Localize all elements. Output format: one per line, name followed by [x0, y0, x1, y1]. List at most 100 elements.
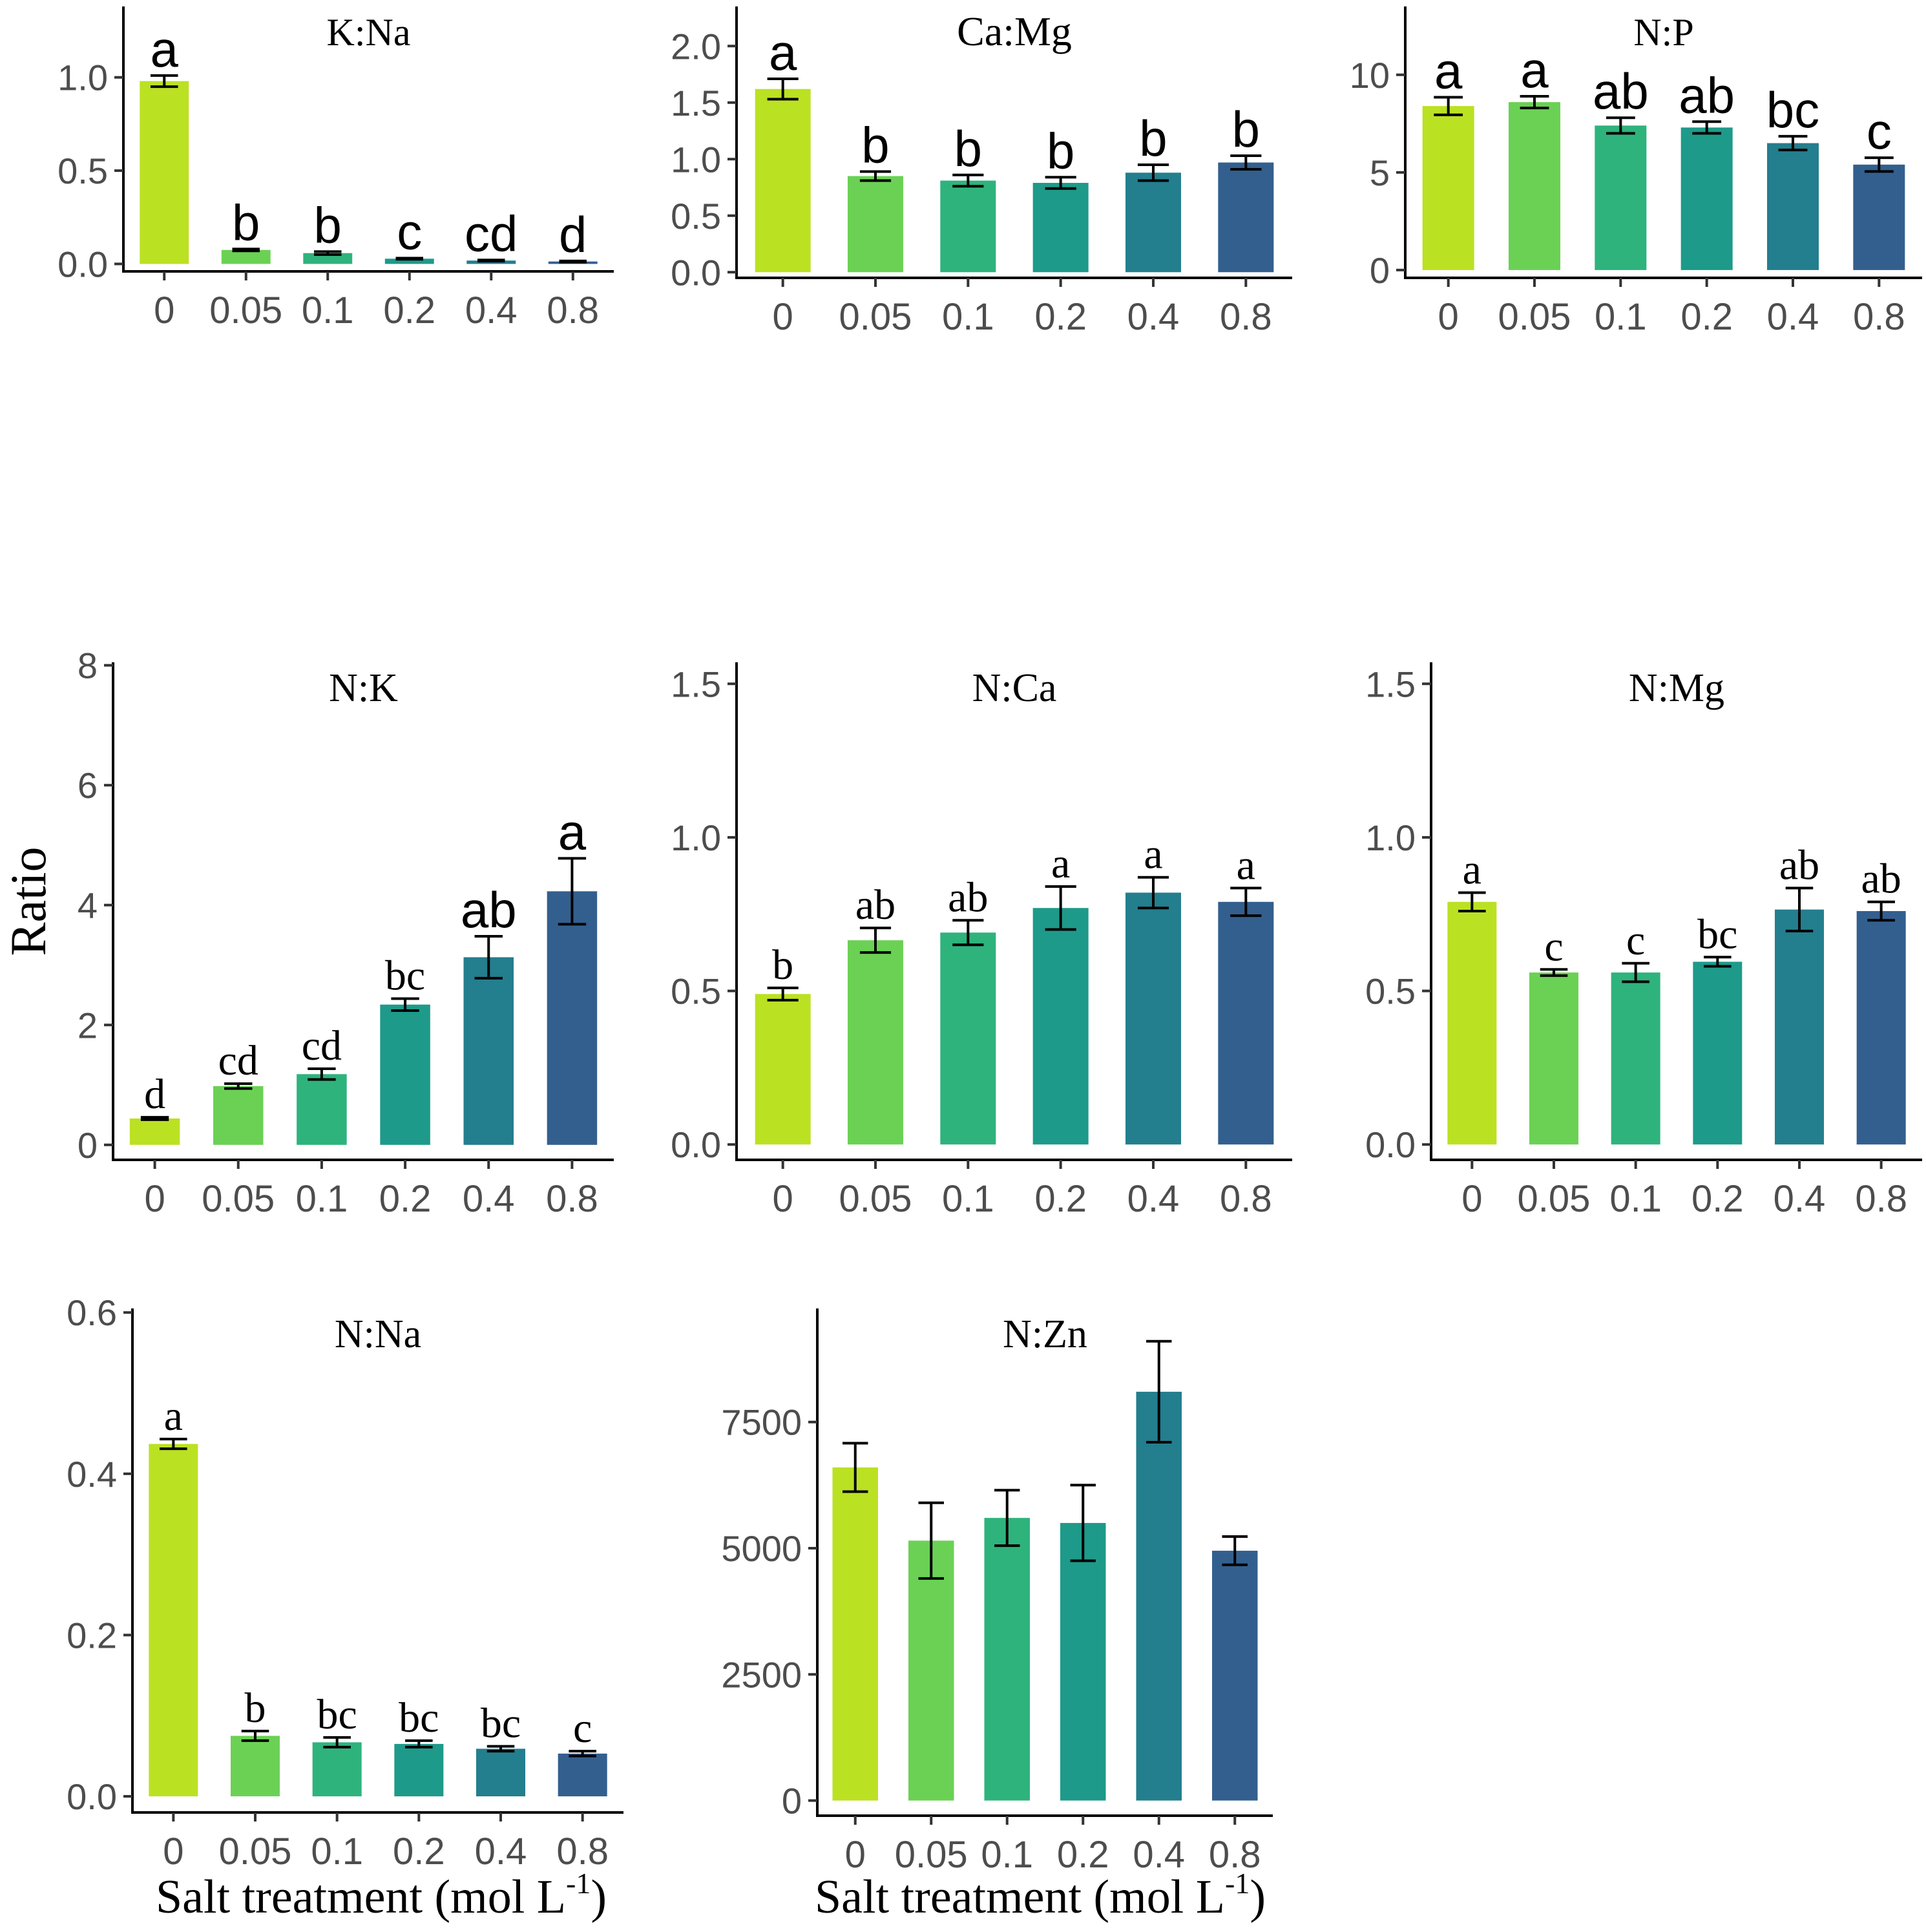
x-tick-label: 0.4 — [1774, 1178, 1826, 1220]
x-tick-label: 0.05 — [839, 1178, 912, 1220]
significance-letter: bc — [1766, 81, 1819, 138]
y-tick-label: 0.0 — [671, 1124, 721, 1165]
x-tick-label: 0.2 — [1034, 296, 1087, 338]
bar — [1775, 909, 1824, 1145]
significance-letter: a — [558, 803, 587, 860]
significance-letter: b — [861, 117, 889, 174]
significance-letter: a — [1463, 846, 1481, 893]
x-tick-label: 0.4 — [465, 289, 518, 331]
significance-letter: bc — [1697, 910, 1737, 958]
bar — [1529, 972, 1578, 1145]
bar — [1125, 173, 1181, 273]
significance-letter: b — [1047, 122, 1074, 179]
significance-letter: a — [151, 21, 179, 78]
significance-letter: a — [1237, 841, 1255, 888]
significance-letter: ab — [855, 881, 895, 929]
x-tick-label: 0 — [144, 1178, 165, 1220]
significance-letter: c — [397, 204, 422, 260]
bar — [297, 1074, 347, 1145]
bar — [1060, 1522, 1106, 1801]
significance-letter: c — [1544, 923, 1563, 970]
y-tick-label: 0 — [78, 1125, 98, 1166]
x-tick-label: 0.8 — [556, 1831, 609, 1873]
significance-letter: ab — [1593, 63, 1649, 120]
x-tick-label: 0.05 — [209, 289, 282, 331]
significance-letter: b — [314, 196, 342, 253]
bar — [1595, 125, 1647, 270]
significance-letter: ab — [1679, 67, 1735, 123]
significance-letter: a — [1434, 43, 1463, 100]
significance-letter: cd — [465, 205, 518, 262]
y-tick-label: 0.0 — [58, 244, 108, 284]
y-tick-label: 6 — [78, 765, 98, 806]
bar — [848, 940, 903, 1145]
bar — [755, 89, 811, 273]
bar — [547, 891, 598, 1145]
y-tick-label: 8 — [78, 646, 98, 686]
x-tick-label: 0.4 — [1767, 296, 1819, 338]
y-tick-label: 0 — [782, 1781, 802, 1822]
significance-letter: d — [144, 1071, 165, 1118]
bar — [1767, 143, 1819, 270]
significance-letter: b — [245, 1685, 266, 1732]
y-tick-label: 0.0 — [1365, 1124, 1416, 1165]
bar — [1032, 908, 1089, 1145]
x-axis-title-superscript: -1 — [566, 1867, 591, 1900]
panel-title: N:Na — [335, 1312, 421, 1356]
bar — [1509, 102, 1560, 270]
y-tick-label: 2.0 — [671, 26, 721, 67]
y-tick-label: 7500 — [721, 1402, 802, 1443]
y-tick-label: 0 — [1370, 250, 1390, 291]
bar — [1212, 1550, 1258, 1801]
x-tick-label: 0.2 — [383, 289, 435, 331]
y-tick-label: 1.5 — [1365, 664, 1416, 704]
y-tick-label: 5 — [1370, 152, 1390, 193]
bar — [1422, 106, 1474, 270]
bar — [149, 1444, 198, 1797]
significance-letter: ab — [948, 874, 988, 921]
x-tick-label: 0 — [845, 1834, 866, 1876]
y-tick-label: 1.0 — [1365, 817, 1416, 858]
svg-text:Salt treatment (mol L-1): Salt treatment (mol L-1) — [815, 1867, 1266, 1924]
x-tick-label: 0.05 — [1518, 1178, 1591, 1220]
x-tick-label: 0.2 — [379, 1178, 432, 1220]
bar — [1032, 183, 1089, 273]
x-tick-label: 0.4 — [475, 1831, 527, 1873]
bar — [1218, 901, 1274, 1145]
significance-letter: bc — [399, 1694, 439, 1741]
significance-letter: bc — [385, 952, 425, 999]
bar — [384, 258, 434, 264]
y-tick-label: 0.5 — [58, 151, 108, 191]
x-tick-label: 0.2 — [1057, 1834, 1109, 1876]
x-tick-label: 0 — [163, 1831, 183, 1873]
bar — [1125, 892, 1181, 1145]
panel-title: N:Ca — [972, 666, 1057, 710]
x-axis-title-close: ) — [591, 1871, 607, 1924]
significance-letter: c — [1626, 917, 1645, 964]
x-tick-label: 0.1 — [296, 1178, 348, 1220]
y-tick-label: 2500 — [721, 1654, 802, 1695]
significance-letter: b — [1139, 110, 1167, 167]
y-tick-label: 0.2 — [67, 1615, 117, 1655]
significance-letter: bc — [317, 1691, 357, 1738]
significance-letter: a — [1520, 41, 1549, 98]
x-tick-label: 0.05 — [839, 296, 912, 338]
y-tick-label: 0.0 — [67, 1776, 117, 1817]
significance-letter: ab — [1779, 841, 1819, 888]
bar — [140, 81, 189, 264]
x-tick-label: 0.8 — [1220, 296, 1272, 338]
x-tick-label: 0.1 — [311, 1831, 363, 1873]
bar — [463, 957, 514, 1145]
significance-letter: cd — [218, 1037, 258, 1084]
x-axis-title-right: Salt treatment (mol L-1) — [815, 1867, 1266, 1924]
x-tick-label: 0.1 — [942, 1178, 994, 1220]
x-tick-label: 0.2 — [1691, 1178, 1744, 1220]
bar — [1693, 961, 1743, 1145]
x-tick-label: 0 — [1438, 296, 1459, 338]
x-tick-label: 0.8 — [1209, 1834, 1261, 1876]
x-tick-label: 0.4 — [1133, 1834, 1185, 1876]
